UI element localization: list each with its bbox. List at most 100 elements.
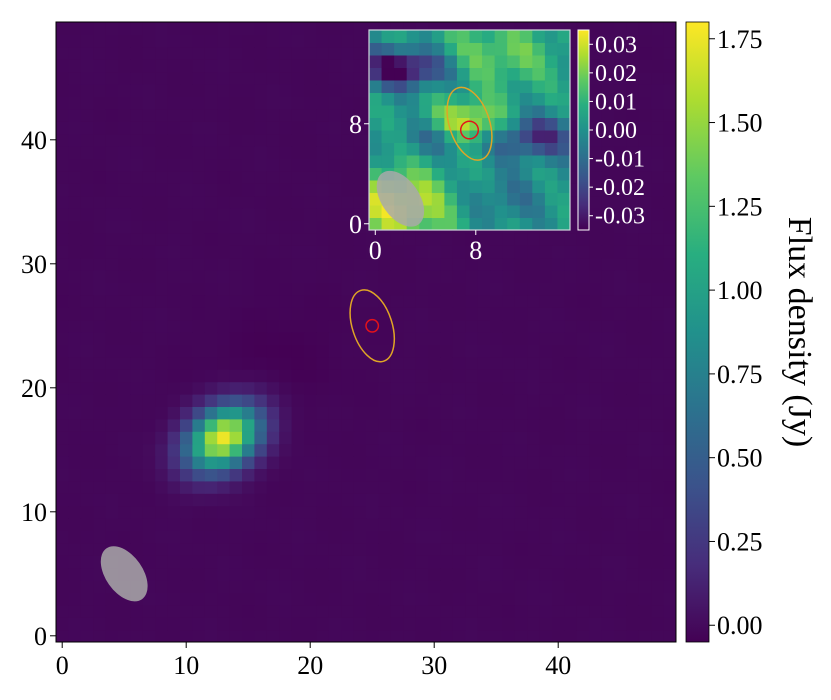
heatmap-cell	[614, 208, 627, 221]
inset-heatmap-cell	[519, 30, 533, 43]
heatmap-cell	[465, 307, 479, 321]
inset-heatmap-cell	[494, 142, 508, 156]
heatmap-cell	[155, 71, 169, 85]
heatmap-cell	[564, 629, 578, 642]
heatmap-cell	[415, 406, 429, 420]
heatmap-cell	[564, 319, 578, 333]
heatmap-cell	[465, 493, 479, 507]
heatmap-cell	[204, 208, 218, 221]
heatmap-cell	[390, 456, 404, 469]
heatmap-cell	[304, 108, 317, 122]
heatmap-cell	[266, 567, 280, 581]
heatmap-cell	[390, 617, 404, 631]
heatmap-cell	[167, 381, 181, 395]
heatmap-cell	[403, 555, 417, 569]
heatmap-cell	[291, 84, 305, 97]
heatmap-cell	[192, 121, 206, 135]
heatmap-cell	[254, 381, 268, 395]
heatmap-cell	[502, 245, 516, 259]
heatmap-cell	[490, 518, 503, 531]
inset-heatmap-cell	[532, 80, 546, 93]
heatmap-cell	[663, 567, 676, 581]
heatmap-cell	[279, 319, 293, 333]
heatmap-cell	[601, 158, 615, 172]
heatmap-cell	[539, 356, 553, 370]
heatmap-cell	[527, 232, 541, 246]
heatmap-cell	[93, 406, 107, 420]
heatmap-cell	[490, 356, 503, 370]
heatmap-cell	[589, 629, 603, 642]
heatmap-cell	[477, 369, 491, 383]
heatmap-cell	[527, 604, 541, 618]
heatmap-cell	[638, 307, 652, 321]
heatmap-cell	[130, 505, 144, 519]
heatmap-cell	[638, 443, 652, 457]
heatmap-cell	[204, 257, 218, 271]
heatmap-cell	[428, 319, 441, 333]
heatmap-cell	[626, 369, 640, 383]
inset-heatmap-cell	[532, 192, 546, 206]
heatmap-cell	[576, 592, 590, 606]
heatmap-cell	[242, 84, 255, 97]
heatmap-cell	[601, 46, 615, 60]
heatmap-cell	[353, 294, 367, 308]
inset-heatmap-cell	[394, 67, 408, 81]
inset-colorbar-tick-label: -0.01	[595, 147, 645, 173]
heatmap-cell	[316, 195, 330, 209]
heatmap-cell	[452, 567, 466, 581]
heatmap-cell	[539, 580, 553, 593]
heatmap-cell	[527, 555, 541, 569]
heatmap-cell	[341, 108, 355, 122]
heatmap-cell	[502, 493, 516, 507]
inset-heatmap-cell	[456, 42, 470, 56]
heatmap-cell	[266, 294, 280, 308]
heatmap-cell	[118, 133, 131, 147]
heatmap-cell	[626, 468, 640, 482]
heatmap-cell	[204, 220, 218, 234]
heatmap-cell	[614, 170, 627, 184]
heatmap-cell	[415, 270, 429, 283]
heatmap-cell	[601, 294, 615, 308]
heatmap-cell	[304, 270, 317, 283]
heatmap-cell	[56, 592, 69, 606]
heatmap-cell	[390, 431, 404, 445]
heatmap-cell	[68, 59, 82, 73]
heatmap-cell	[428, 567, 441, 581]
heatmap-cell	[440, 530, 454, 544]
heatmap-cell	[254, 617, 268, 631]
heatmap-cell	[514, 270, 528, 283]
heatmap-cell	[564, 580, 578, 593]
heatmap-cell	[465, 555, 479, 569]
heatmap-cell	[192, 431, 206, 445]
inset-heatmap-cell	[456, 142, 470, 156]
heatmap-cell	[130, 493, 144, 507]
heatmap-cell	[626, 431, 640, 445]
heatmap-cell	[614, 555, 627, 569]
heatmap-cell	[118, 381, 131, 395]
heatmap-cell	[254, 555, 268, 569]
heatmap-cell	[229, 431, 243, 445]
heatmap-cell	[366, 307, 379, 321]
heatmap-cell	[204, 133, 218, 147]
heatmap-cell	[291, 96, 305, 110]
heatmap-cell	[93, 195, 107, 209]
heatmap-cell	[80, 580, 94, 593]
heatmap-cell	[552, 332, 565, 345]
heatmap-cell	[651, 282, 665, 296]
heatmap-cell	[589, 592, 603, 606]
heatmap-cell	[80, 46, 94, 60]
heatmap-cell	[56, 456, 69, 469]
heatmap-cell	[118, 195, 131, 209]
heatmap-cell	[229, 629, 243, 642]
heatmap-cell	[477, 270, 491, 283]
heatmap-cell	[242, 443, 255, 457]
heatmap-cell	[254, 567, 268, 581]
heatmap-cell	[378, 418, 392, 432]
heatmap-cell	[304, 604, 317, 618]
heatmap-cell	[527, 542, 541, 556]
heatmap-cell	[663, 71, 676, 85]
heatmap-cell	[192, 406, 206, 420]
heatmap-cell	[490, 468, 503, 482]
heatmap-cell	[341, 468, 355, 482]
heatmap-cell	[142, 133, 156, 147]
